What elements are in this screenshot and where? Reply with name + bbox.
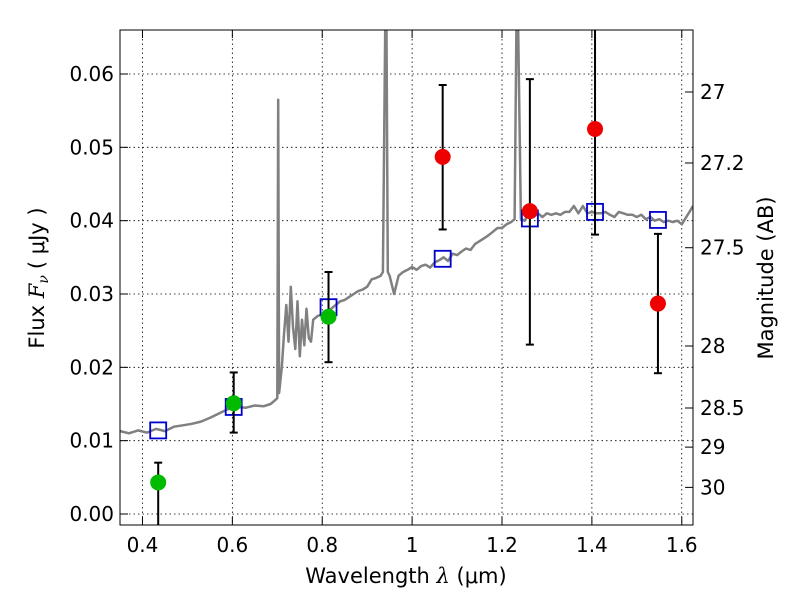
y2-tick-label: 27.5: [700, 236, 745, 260]
y-tick-label: 0.02: [69, 355, 114, 379]
red-data-point: [587, 121, 604, 137]
ticks: 0.4 0.6 0.8 1 1.2 1.4 1.6 0.00 0.01 0.02 0.03 0.04 0…: [69, 30, 745, 557]
marker-layer: [149, 30, 667, 525]
x-tick-label: 0.6: [216, 533, 248, 557]
x-tick-label: 0.8: [306, 533, 338, 557]
y-tick-label: 0.00: [69, 502, 114, 526]
x-tick-label: 1.6: [666, 533, 698, 557]
green-data-point: [320, 308, 337, 325]
y2-tick-label: 28: [700, 334, 725, 358]
green-data-point: [225, 395, 242, 412]
data-layer: [120, 30, 693, 435]
model-square-marker: [433, 249, 452, 268]
model-square-marker: [649, 211, 667, 229]
y-tick-label: 0.05: [69, 135, 114, 159]
x-tick-label: 1: [406, 533, 419, 557]
x-axis-label: Wavelength λ (μm): [305, 564, 506, 588]
y2-tick-label: 30: [700, 475, 725, 499]
x-tick-label: 1.2: [486, 533, 518, 557]
grid: [120, 30, 693, 525]
x-tick-label: 1.4: [576, 533, 608, 557]
green-data-point: [150, 474, 167, 491]
spectrum-line: [120, 30, 693, 435]
y-tick-label: 0.03: [69, 282, 114, 306]
y2-tick-label: 28.5: [700, 396, 745, 420]
y2-axis-label: Magnitude (AB): [754, 196, 778, 359]
plot-background: [120, 30, 693, 525]
y-axis-label: Flux Fν( μJy ): [25, 207, 52, 348]
y2-tick-label: 29: [700, 435, 725, 459]
red-data-point: [521, 203, 538, 220]
x-tick-label: 0.4: [127, 533, 159, 557]
y-tick-label: 0.01: [69, 429, 114, 453]
plot-frame: [119, 29, 694, 526]
y-tick-label: 0.06: [69, 62, 114, 86]
y-tick-label: 0.04: [69, 209, 114, 233]
y2-tick-label: 27: [700, 80, 725, 104]
model-square-marker: [149, 421, 168, 440]
red-data-point: [434, 148, 451, 165]
red-data-point: [649, 295, 666, 312]
y2-tick-label: 27.2: [700, 151, 745, 175]
